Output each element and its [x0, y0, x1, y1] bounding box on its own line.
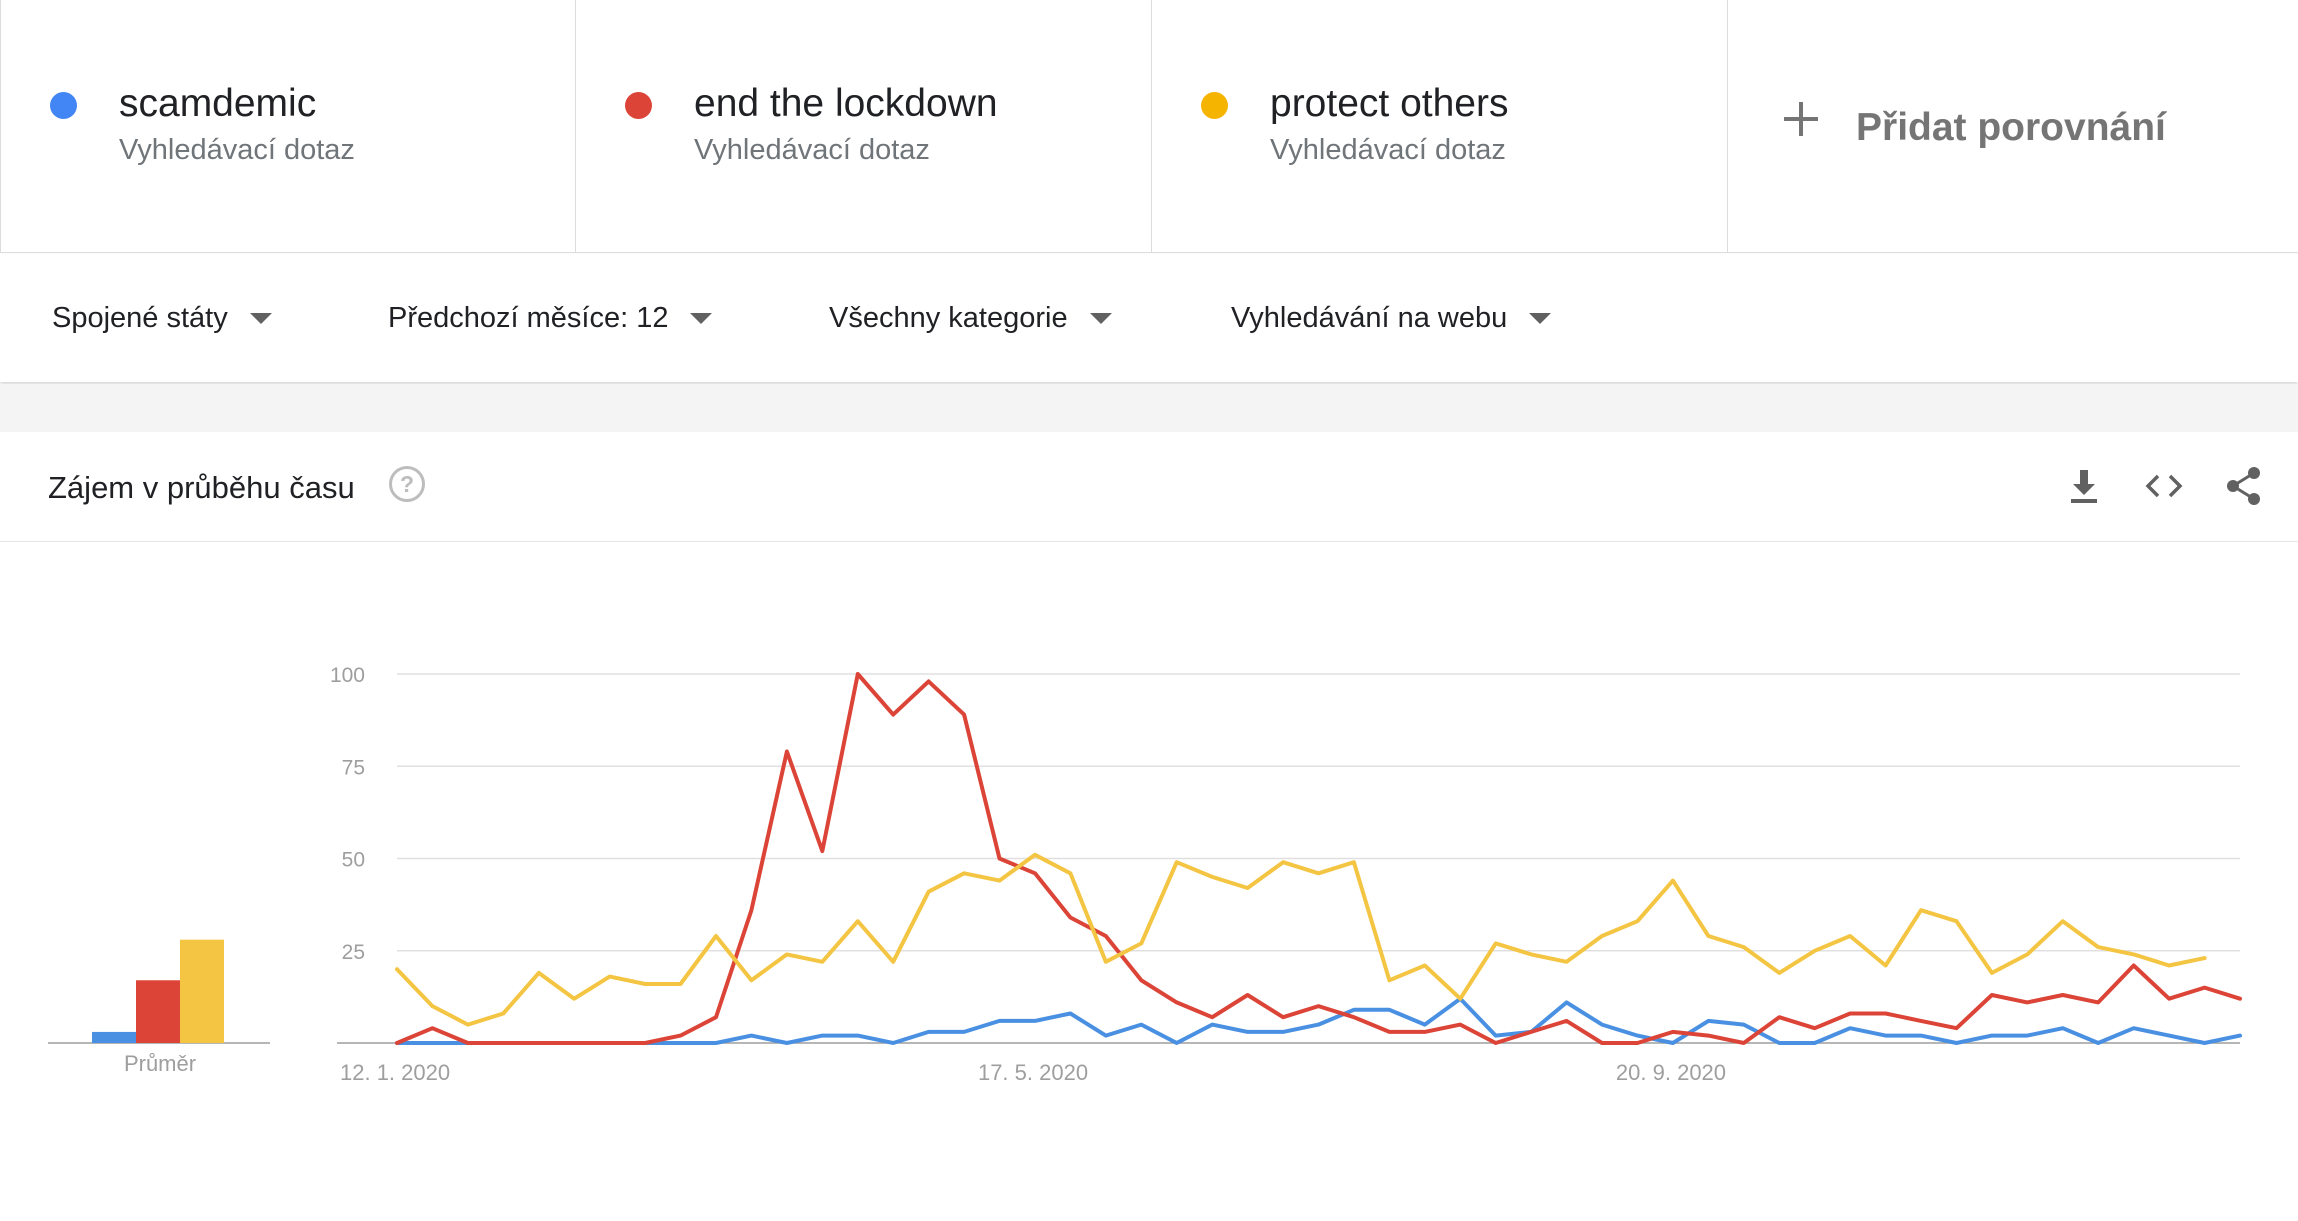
caret-down-icon: [249, 312, 272, 324]
add-comparison-label: Přidat porovnání: [1856, 106, 2166, 149]
comparison-terms-bar: scamdemic Vyhledávací dotaz end the lock…: [0, 0, 2298, 253]
caret-down-icon: [1089, 312, 1112, 324]
embed-icon[interactable]: [2142, 464, 2186, 508]
filter-row: Spojené státy Předchozí měsíce: 12 Všech…: [0, 254, 2298, 382]
term-type: Vyhledávací dotaz: [119, 134, 355, 166]
term-type: Vyhledávací dotaz: [694, 134, 930, 166]
term-color-dot: [625, 92, 652, 119]
y-tick-label: 75: [342, 756, 365, 779]
series-line-scamdemic: [395, 996, 2242, 1045]
card-header: Zájem v průběhu času ?: [0, 432, 2298, 542]
search-type-dropdown[interactable]: Vyhledávání na webu: [1231, 298, 1552, 338]
x-tick-label: 20. 9. 2020: [1616, 1060, 1726, 1085]
term-name: end the lockdown: [694, 82, 998, 125]
y-tick-label: 25: [342, 941, 365, 964]
average-bar-end-the-lockdown: [136, 980, 180, 1043]
term-card-1[interactable]: scamdemic Vyhledávací dotaz: [0, 0, 576, 252]
average-bar-scamdemic: [92, 1031, 136, 1043]
average-bar-protect-others: [180, 939, 224, 1043]
category-dropdown[interactable]: Všechny kategorie: [829, 298, 1112, 338]
region-dropdown[interactable]: Spojené státy: [52, 298, 272, 338]
average-label: Průměr: [124, 1051, 196, 1076]
region-dropdown-label: Spojené státy: [52, 302, 228, 334]
period-dropdown-label: Předchozí měsíce: 12: [388, 302, 669, 334]
term-name: scamdemic: [119, 82, 317, 125]
series-line-protect-others: [395, 852, 2207, 1027]
category-dropdown-label: Všechny kategorie: [829, 302, 1068, 334]
series-line-end-the-lockdown: [395, 672, 2242, 1045]
caret-down-icon: [1529, 312, 1552, 324]
section-separator: [0, 384, 2298, 432]
y-tick-label: 100: [330, 664, 365, 687]
period-dropdown[interactable]: Předchozí měsíce: 12: [388, 298, 713, 338]
interest-chart: 25 50 75 100 12. 1. 2020 17. 5. 2020 20. 9. 20…: [48, 664, 2242, 1085]
y-tick-label: 50: [342, 849, 365, 872]
x-tick-label: 12. 1. 2020: [340, 1060, 450, 1085]
card-title: Zájem v průběhu času: [48, 470, 355, 505]
interest-over-time-card: Zájem v průběhu času ? 25 50 75 100 12. 1. 2…: [0, 432, 2298, 1216]
svg-text:?: ?: [400, 471, 414, 497]
term-card-2[interactable]: end the lockdown Vyhledávací dotaz: [576, 0, 1152, 252]
share-icon[interactable]: [2222, 464, 2266, 508]
term-name: protect others: [1270, 82, 1509, 125]
add-comparison-button[interactable]: Přidat porovnání: [1728, 0, 2298, 252]
x-tick-label: 17. 5. 2020: [978, 1060, 1088, 1085]
plus-icon: [1784, 102, 1818, 136]
term-type: Vyhledávací dotaz: [1270, 134, 1506, 166]
download-icon[interactable]: [2062, 464, 2106, 508]
term-color-dot: [1201, 92, 1228, 119]
search-type-dropdown-label: Vyhledávání na webu: [1231, 302, 1508, 334]
caret-down-icon: [690, 312, 713, 324]
term-card-3[interactable]: protect others Vyhledávací dotaz: [1152, 0, 1728, 252]
term-color-dot: [50, 92, 77, 119]
help-icon[interactable]: ?: [388, 465, 426, 503]
